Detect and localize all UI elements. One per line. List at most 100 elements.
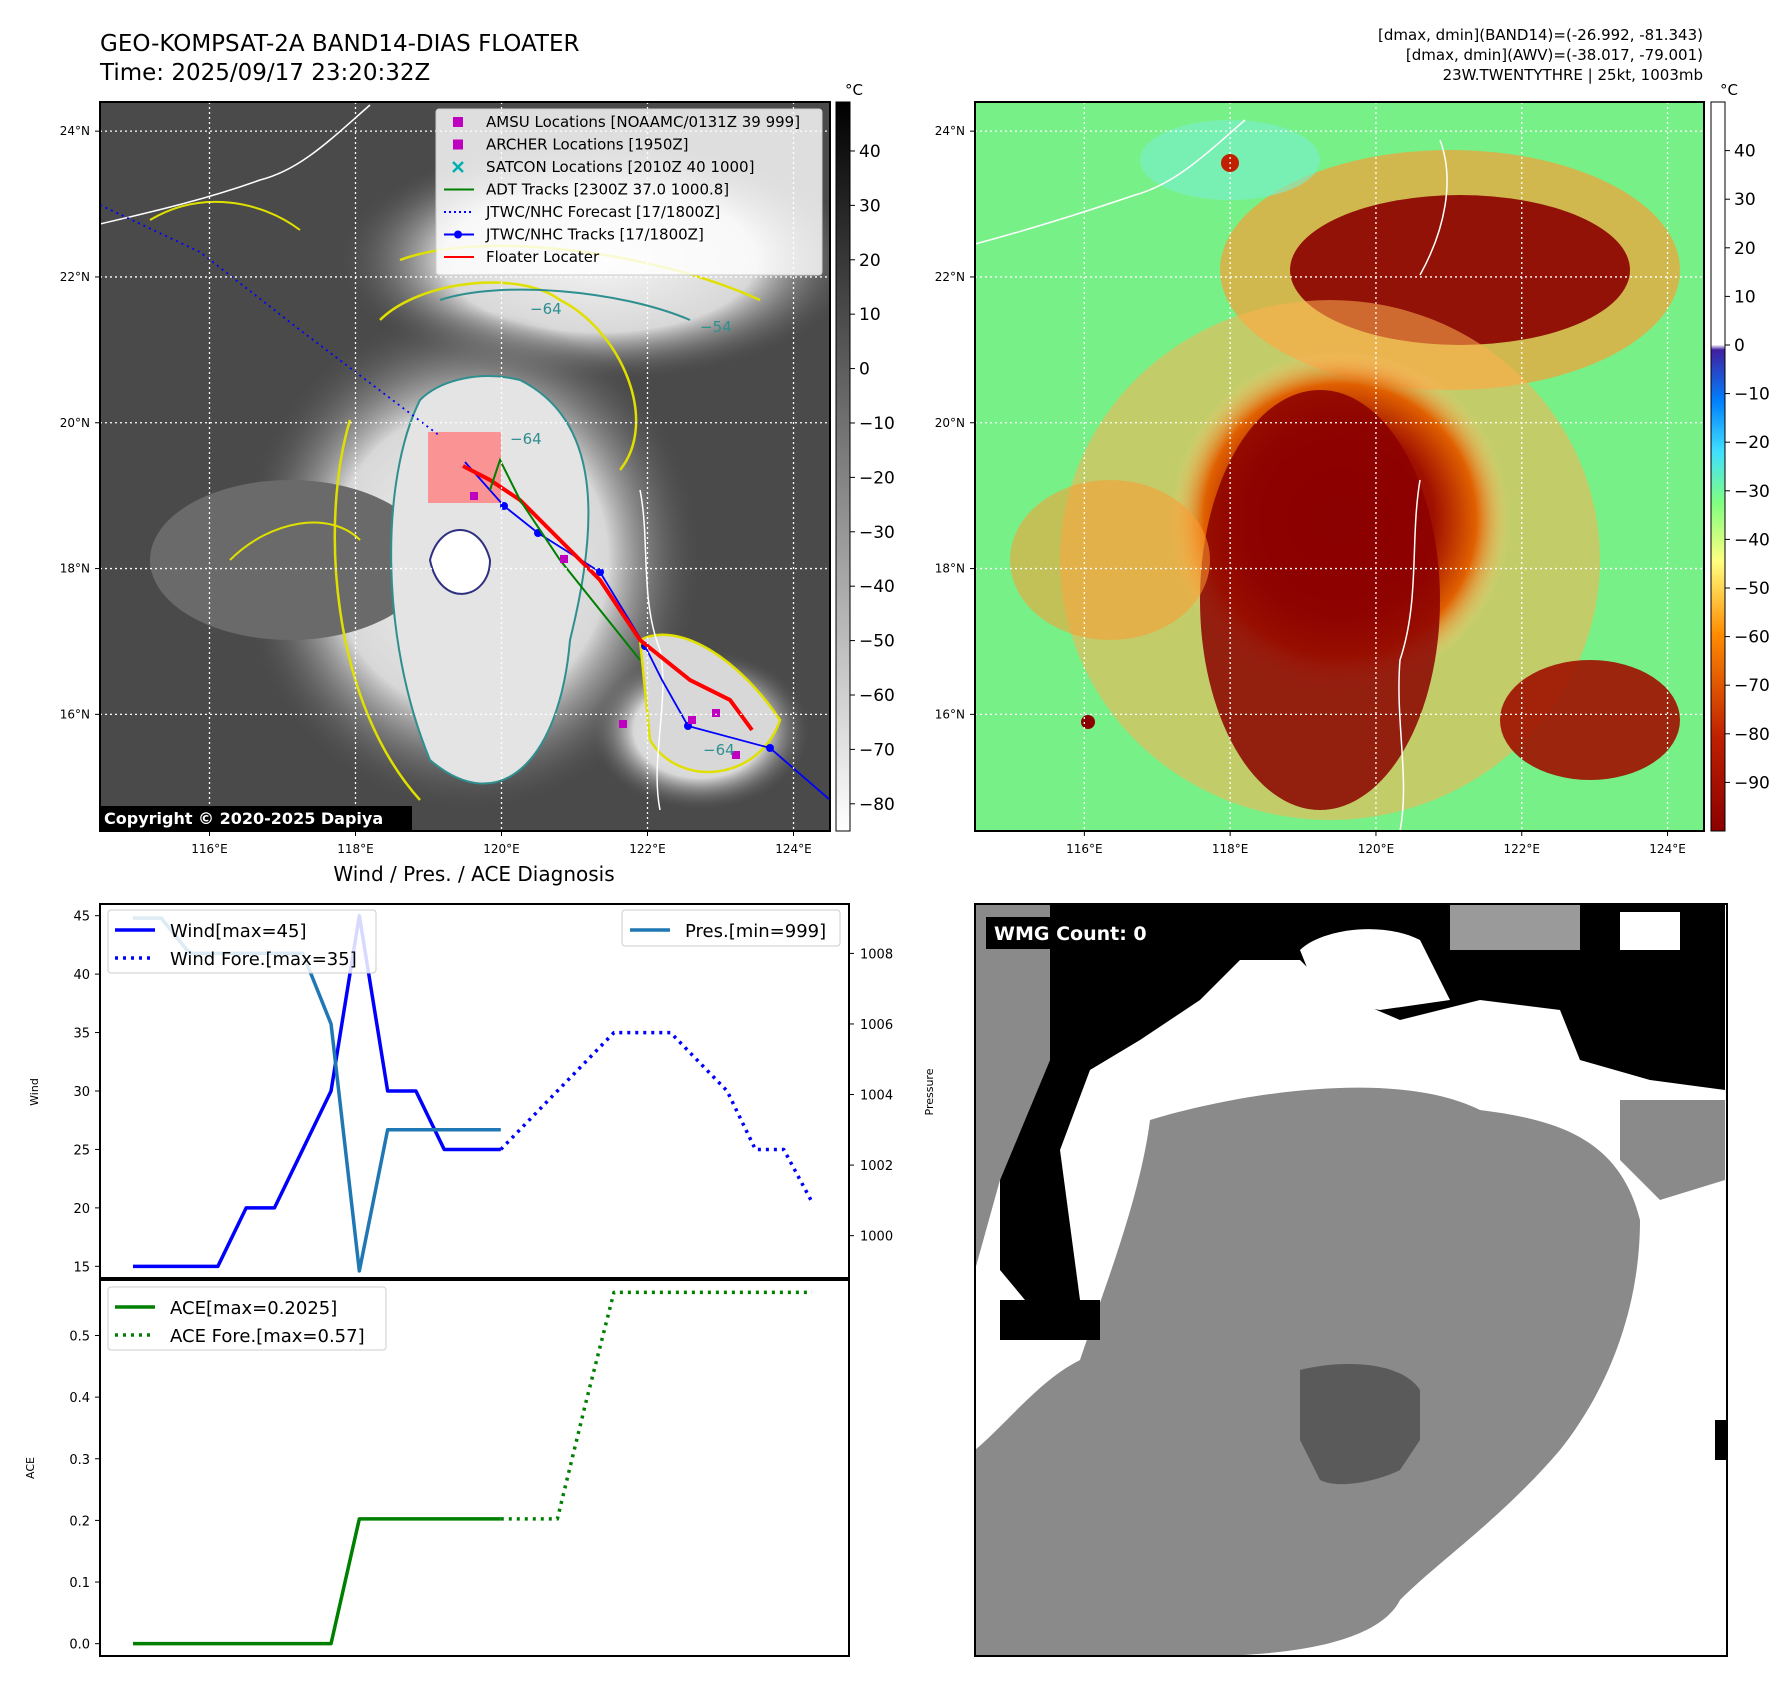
adt-track	[489, 457, 641, 661]
pressure-tick-label: 1008	[860, 947, 893, 962]
colorbar-tick-label: −80	[859, 795, 895, 815]
ace-axes	[99, 1279, 850, 1657]
diagnosis-chart: Wind / Pres. / ACE Diagnosis 15 20 25 30 35 4…	[24, 862, 936, 1657]
copyright-text: Copyright © 2020-2025 Dapiya	[104, 809, 383, 828]
wind-tick-label: 30	[73, 1085, 90, 1100]
legend-wind: Wind[max=45]	[170, 921, 307, 942]
ace-tick-label: 0.0	[69, 1638, 90, 1653]
wmg-image	[975, 904, 1727, 1656]
wind-legend: Wind[max=45] Wind Fore.[max=35]	[107, 909, 377, 974]
colorbar-tick-label: 10	[859, 305, 881, 325]
wv-map-panel: 116°E 118°E 120°E 122°E 124°E 24°N 22°N 20°N 18°…	[935, 101, 1705, 856]
colorbar-tick-label: −10	[1734, 385, 1770, 405]
wv-colorbar: °C 40 30 20 10 0 −10 −20 −30 −40 −50 −60 −70 −80 −90	[1710, 81, 1770, 832]
ace-tick-label: 0.1	[69, 1576, 90, 1591]
info-awv-range: [dmax, dmin](AWV)=(-38.017, -79.001)	[1406, 46, 1703, 64]
ace-tick-label: 0.3	[69, 1453, 90, 1468]
wind-tick-label: 45	[73, 910, 90, 925]
amsu-archer-points	[470, 492, 740, 759]
colorbar-tick-label: −20	[1734, 433, 1770, 453]
colorbar-tick-label: 10	[1734, 287, 1756, 307]
wind-tick-label: 15	[73, 1260, 90, 1275]
wv-lon-label: 124°E	[1649, 842, 1686, 856]
series-wind-fore	[499, 1030, 814, 1203]
jtwc-forecast-track	[100, 204, 441, 437]
wv-lat-label: 16°N	[935, 707, 965, 721]
floater-track	[462, 464, 754, 732]
contour-label: −64	[703, 741, 735, 759]
diagnosis-title: Wind / Pres. / ACE Diagnosis	[333, 862, 614, 886]
ace-tick-label: 0.2	[69, 1514, 90, 1529]
colorbar-tick-label: −20	[859, 468, 895, 488]
wv-lon-label: 118°E	[1212, 842, 1249, 856]
wind-ticks: 15 20 25 30 35 40 45	[73, 910, 100, 1275]
ace-tick-label: 0.4	[69, 1391, 90, 1406]
wv-lat-label: 22°N	[935, 270, 965, 284]
wind-tick-label: 40	[73, 968, 90, 983]
colorbar-tick-label: 40	[859, 142, 881, 162]
wv-lon-label: 120°E	[1358, 842, 1395, 856]
colorbar-tick-label: 40	[1734, 142, 1756, 162]
wind-tick-label: 25	[73, 1143, 90, 1158]
ace-tick-label: 0.5	[69, 1329, 90, 1344]
ir-lon-label: 118°E	[337, 842, 374, 856]
wv-lat-label: 18°N	[935, 562, 965, 576]
colorbar-tick-label: −30	[859, 523, 895, 543]
legend-label: JTWC/NHC Forecast [17/1800Z]	[485, 203, 720, 221]
colorbar-tick-label: −80	[1734, 725, 1770, 745]
ir-lon-label: 124°E	[775, 842, 812, 856]
ace-axis-label: ACE	[24, 1457, 37, 1479]
ir-legend: AMSU Locations [NOAAMC/0131Z 39 999] ARCH…	[435, 108, 823, 276]
ir-lat-label: 16°N	[60, 707, 90, 721]
wmg-count: WMG Count: 0	[994, 923, 1147, 945]
wv-frame	[974, 101, 1705, 832]
wind-tick-label: 35	[73, 1027, 90, 1042]
ir-axis-ticks: 116°E 118°E 120°E 122°E 124°E 24°N 22°N 20°N 18°…	[60, 124, 812, 856]
ir-lon-label: 122°E	[629, 842, 666, 856]
contour-label: −54	[700, 318, 732, 336]
figure-timestamp: Time: 2025/09/17 23:20:32Z	[99, 60, 430, 86]
pressure-axis-label: Pressure	[923, 1068, 936, 1115]
ir-lat-label: 20°N	[60, 416, 90, 430]
wv-lon-label: 116°E	[1066, 842, 1103, 856]
colorbar-tick-label: 20	[1734, 239, 1756, 259]
legend-marker-square	[453, 117, 463, 127]
wv-image	[975, 102, 1704, 831]
wv-lon-label: 122°E	[1504, 842, 1541, 856]
colorbar-tick-label: −60	[859, 686, 895, 706]
colorbar-tick-label: −70	[1734, 676, 1770, 696]
pressure-tick-label: 1006	[860, 1018, 893, 1033]
colorbar-tick-label: −40	[859, 577, 895, 597]
ir-lon-label: 116°E	[191, 842, 228, 856]
legend-ace-forecast: ACE Fore.[max=0.57]	[170, 1326, 365, 1347]
colorbar-tick-label: −30	[1734, 482, 1770, 502]
colorbar-tick-label: 30	[1734, 190, 1756, 210]
colorbar-tick-label: −90	[1734, 773, 1770, 793]
colorbar-tick-label: −60	[1734, 628, 1770, 648]
wmg-count-badge	[986, 917, 1170, 949]
legend-label: JTWC/NHC Tracks [17/1800Z]	[485, 226, 704, 244]
legend-marker-square	[453, 139, 463, 150]
ir-map-panel: −64 −54 −64 −64 116°E 118°E 120°E 122°E 124°…	[60, 101, 831, 856]
wmg-panel: WMG Count: 0	[974, 903, 1728, 1657]
contour-label: −64	[530, 300, 562, 318]
legend-ace: ACE[max=0.2025]	[170, 1298, 337, 1319]
pressure-ticks: 1000 1002 1004 1006 1008	[849, 947, 893, 1245]
contour-label: −64	[510, 430, 542, 448]
colorbar-tick-label: −40	[1734, 530, 1770, 550]
copyright-badge	[100, 806, 412, 831]
info-storm-id: 23W.TWENTYTHRE | 25kt, 1003mb	[1443, 66, 1703, 84]
wv-gridlines	[975, 102, 1704, 831]
colorbar-tick-label: 0	[1734, 336, 1745, 356]
ir-colorbar-unit: °C	[845, 81, 863, 99]
ir-lat-label: 22°N	[60, 270, 90, 284]
pressure-legend: Pres.[min=999]	[621, 909, 841, 947]
legend-label: ADT Tracks [2300Z 37.0 1000.8]	[486, 181, 729, 199]
legend-label: AMSU Locations [NOAAMC/0131Z 39 999]	[486, 113, 800, 131]
ir-colorbar: °C 40 30 20 10 0 −10 −20 −30 −40 −50 −60 −70 −80	[835, 81, 895, 832]
colorbar-tick-label: 30	[859, 196, 881, 216]
ir-lat-label: 24°N	[60, 124, 90, 138]
ace-ticks: 0.0 0.1 0.2 0.3 0.4 0.5	[69, 1329, 100, 1653]
colorbar-tick-label: 0	[859, 360, 870, 380]
